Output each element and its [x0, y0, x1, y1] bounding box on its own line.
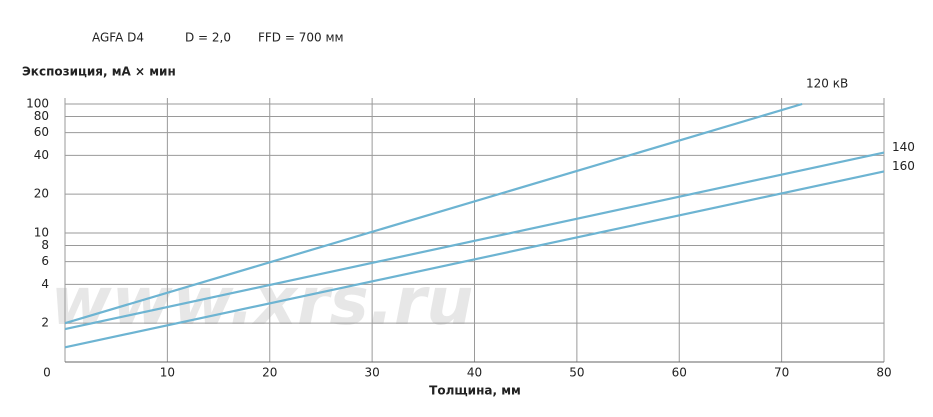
x-tick-label: 70 — [774, 366, 789, 380]
y-tick-label: 6 — [41, 254, 49, 268]
x-tick-label: 50 — [569, 366, 584, 380]
y-tick-label: 20 — [34, 187, 49, 201]
series-label: 120 кВ — [806, 77, 848, 91]
x-tick-label: 40 — [467, 366, 482, 380]
series-line — [64, 151, 885, 331]
annotation: D = 2,0 — [185, 31, 231, 45]
y-tick-label: 10 — [34, 226, 49, 240]
series-label: 140 — [892, 140, 915, 154]
x-tick-label: 0 — [43, 366, 51, 380]
x-tick-label: 20 — [262, 366, 277, 380]
y-axis-label: Экспозиция, мА × мин — [22, 65, 176, 79]
y-tick-label: 100 — [26, 97, 49, 111]
y-tick-label: 60 — [34, 125, 49, 139]
series-line — [64, 170, 885, 349]
x-axis-label: Толщина, мм — [429, 384, 521, 398]
x-tick-label: 10 — [160, 366, 175, 380]
annotation: AGFA D4 — [92, 31, 144, 45]
y-tick-label: 8 — [41, 238, 49, 252]
watermark: www.xrs.ru — [51, 263, 474, 340]
y-tick-label: 80 — [34, 109, 49, 123]
x-tick-label: 60 — [672, 366, 687, 380]
annotation: FFD = 700 мм — [258, 31, 344, 45]
x-tick-label: 80 — [876, 366, 891, 380]
y-tick-label: 2 — [41, 316, 49, 330]
x-tick-label: 30 — [364, 366, 379, 380]
series-line — [64, 102, 803, 325]
y-tick-label: 4 — [41, 277, 49, 291]
y-tick-label: 40 — [34, 148, 49, 162]
series-label: 160 — [892, 159, 915, 173]
